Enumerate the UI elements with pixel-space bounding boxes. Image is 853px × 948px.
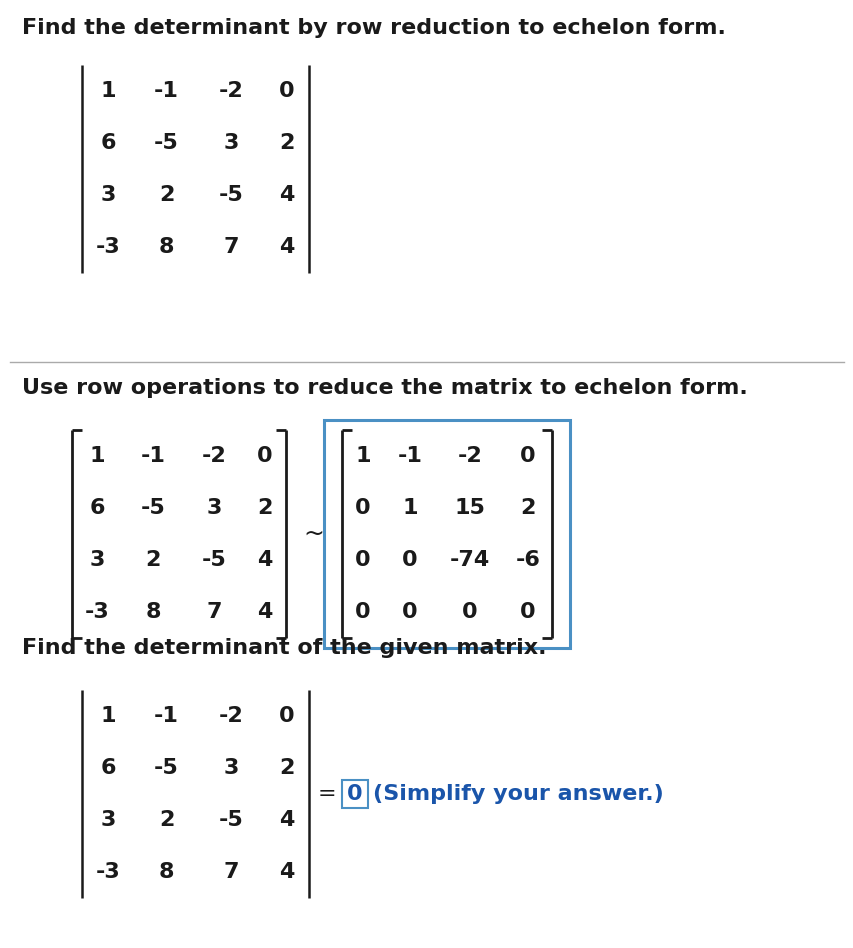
Text: 15: 15 <box>454 498 485 518</box>
Text: 0: 0 <box>355 602 370 622</box>
Text: 4: 4 <box>257 602 272 622</box>
Text: 2: 2 <box>278 758 293 778</box>
Text: 0: 0 <box>347 784 363 804</box>
Text: 0: 0 <box>355 498 370 518</box>
Text: 0: 0 <box>461 602 477 622</box>
Text: 0: 0 <box>519 446 535 466</box>
Text: 0: 0 <box>402 602 417 622</box>
Text: -1: -1 <box>397 446 422 466</box>
Text: -5: -5 <box>141 498 165 518</box>
Text: -1: -1 <box>154 706 179 726</box>
Text: 2: 2 <box>145 550 160 570</box>
Text: 3: 3 <box>223 133 239 153</box>
Text: 1: 1 <box>100 706 116 726</box>
Text: 0: 0 <box>519 602 535 622</box>
Text: 2: 2 <box>519 498 535 518</box>
Text: Find the determinant of the given matrix.: Find the determinant of the given matrix… <box>22 638 546 658</box>
Text: 3: 3 <box>100 185 115 205</box>
Text: 1: 1 <box>100 81 116 101</box>
Text: 2: 2 <box>159 185 174 205</box>
Text: 2: 2 <box>257 498 272 518</box>
Text: 8: 8 <box>159 237 174 257</box>
Text: -1: -1 <box>154 81 179 101</box>
Text: 2: 2 <box>159 810 174 830</box>
Text: -5: -5 <box>201 550 226 570</box>
Text: ~: ~ <box>303 522 324 546</box>
Text: Use row operations to reduce the matrix to echelon form.: Use row operations to reduce the matrix … <box>22 378 747 398</box>
Text: 6: 6 <box>90 498 105 518</box>
Text: 8: 8 <box>159 862 174 882</box>
Text: -5: -5 <box>154 758 178 778</box>
Text: (Simplify your answer.): (Simplify your answer.) <box>373 784 663 804</box>
Text: 3: 3 <box>90 550 105 570</box>
Text: 7: 7 <box>206 602 222 622</box>
Text: -2: -2 <box>219 706 244 726</box>
Text: 4: 4 <box>278 862 293 882</box>
Text: 0: 0 <box>278 81 294 101</box>
Text: 4: 4 <box>257 550 272 570</box>
Text: 3: 3 <box>223 758 239 778</box>
Text: 6: 6 <box>100 133 116 153</box>
Text: 0: 0 <box>278 706 294 726</box>
Text: 4: 4 <box>278 185 293 205</box>
Text: 0: 0 <box>355 550 370 570</box>
Text: 7: 7 <box>223 237 239 257</box>
Text: Find the determinant by row reduction to echelon form.: Find the determinant by row reduction to… <box>22 18 725 38</box>
Text: 4: 4 <box>278 810 293 830</box>
Text: 1: 1 <box>90 446 105 466</box>
Text: 1: 1 <box>402 498 417 518</box>
Text: 7: 7 <box>223 862 239 882</box>
Text: -3: -3 <box>96 862 120 882</box>
Text: 4: 4 <box>278 237 293 257</box>
Text: -1: -1 <box>141 446 165 466</box>
Text: -74: -74 <box>450 550 490 570</box>
Text: 6: 6 <box>100 758 116 778</box>
Text: -2: -2 <box>201 446 226 466</box>
Text: 0: 0 <box>257 446 272 466</box>
Text: 3: 3 <box>100 810 115 830</box>
Text: -5: -5 <box>219 185 244 205</box>
Text: -2: -2 <box>219 81 244 101</box>
Text: -3: -3 <box>96 237 120 257</box>
Text: -2: -2 <box>457 446 482 466</box>
Text: -5: -5 <box>219 810 244 830</box>
Text: -5: -5 <box>154 133 178 153</box>
Text: 1: 1 <box>355 446 370 466</box>
Text: 0: 0 <box>402 550 417 570</box>
Text: 3: 3 <box>206 498 222 518</box>
Text: 2: 2 <box>278 133 293 153</box>
Text: 8: 8 <box>145 602 160 622</box>
Text: -6: -6 <box>515 550 540 570</box>
Bar <box>341 780 368 808</box>
Bar <box>323 420 569 648</box>
Text: =: = <box>317 784 336 804</box>
Text: -3: -3 <box>84 602 109 622</box>
